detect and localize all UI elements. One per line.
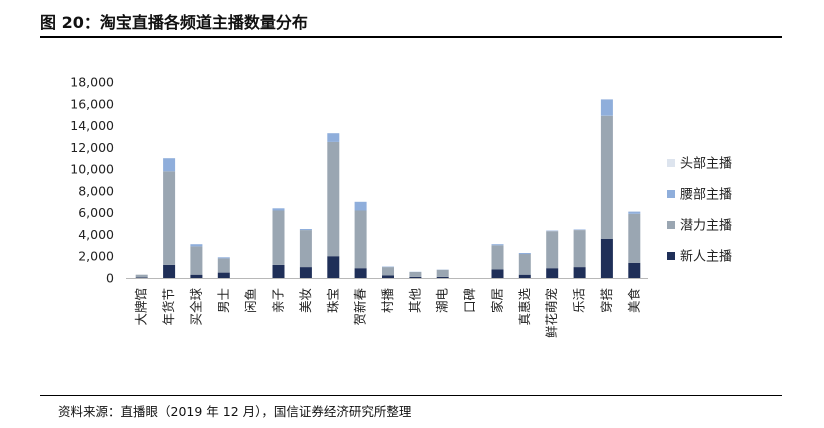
x-tick-label: 鲜花萌宠 <box>544 288 559 338</box>
bar-segment <box>163 158 176 172</box>
bar-segment <box>217 272 230 278</box>
y-tick-label: 4,000 <box>78 227 114 242</box>
x-tick-label: 其他 <box>407 288 422 314</box>
x-tick-label: 美食 <box>626 288 641 314</box>
bar-segment <box>518 274 531 278</box>
y-tick-label: 14,000 <box>70 118 114 133</box>
bar-segment <box>163 264 176 278</box>
legend-label: 新人主播 <box>680 249 732 265</box>
bar-segment <box>272 210 285 265</box>
bar-segment <box>327 141 340 257</box>
x-tick-label: 买全球 <box>188 288 203 326</box>
bar-segment <box>217 257 230 259</box>
x-tick-label: 穿搭 <box>599 288 614 314</box>
legend-swatch <box>667 252 675 260</box>
legend-swatch <box>667 190 675 198</box>
legend-label: 潜力主播 <box>680 219 732 234</box>
bar-segment <box>600 115 613 239</box>
legend-swatch <box>667 159 675 167</box>
bar-segment <box>436 269 449 277</box>
bar-segment <box>327 256 340 278</box>
x-tick-label: 潮电 <box>435 288 450 314</box>
bar-segment <box>299 230 312 268</box>
bar-segment <box>163 171 176 265</box>
bar-segment <box>409 272 422 277</box>
x-tick-label: 男士 <box>216 288 231 313</box>
bar-segment <box>327 133 340 142</box>
bar-segment <box>217 258 230 273</box>
x-tick-label: 口碑 <box>462 288 477 313</box>
bar-segment <box>573 229 586 230</box>
bar-segment <box>409 276 422 278</box>
y-tick-label: 12,000 <box>70 140 114 155</box>
bar-segment <box>628 211 641 214</box>
bar-segment <box>546 268 559 278</box>
legend-swatch <box>667 221 675 229</box>
bar-segment <box>573 267 586 278</box>
figure-source: 资料来源：直播眼（2019 年 12 月），国信证券经济研究所整理 <box>58 404 412 419</box>
x-tick-label: 年货节 <box>161 288 176 326</box>
bar-segment <box>628 262 641 278</box>
bar-segment <box>382 266 394 268</box>
x-tick-label: 贺新春 <box>353 288 368 326</box>
bar-segment <box>518 254 531 275</box>
x-tick-label: 珠宝 <box>325 288 340 313</box>
bar-segment <box>299 229 312 231</box>
x-tick-label: 美妆 <box>298 288 313 313</box>
x-tick-label: 家居 <box>489 288 504 313</box>
x-tick-label: 村播 <box>380 288 395 314</box>
y-tick-label: 18,000 <box>70 75 114 90</box>
y-tick-label: 10,000 <box>70 162 114 177</box>
legend-label: 头部主播 <box>680 157 732 172</box>
bar-segment <box>299 267 312 278</box>
x-tick-label: 大牌馆 <box>134 288 149 326</box>
bar-segment <box>518 253 531 255</box>
bar-segment <box>272 264 285 278</box>
bar-segment <box>600 99 613 116</box>
x-tick-label: 亲子 <box>271 288 286 313</box>
bar-segment <box>600 238 613 278</box>
source-rule <box>40 395 782 396</box>
bar-segment <box>190 274 203 278</box>
bar-segment <box>135 274 148 278</box>
y-tick-label: 8,000 <box>78 183 114 198</box>
y-tick-label: 6,000 <box>78 205 114 220</box>
bar-segment <box>573 230 586 268</box>
bar-segment <box>491 245 504 270</box>
bar-segment <box>491 269 504 278</box>
y-tick-label: 2,000 <box>78 249 114 264</box>
x-tick-label: 闲鱼 <box>243 288 258 313</box>
bar-segment <box>628 213 641 263</box>
y-tick-label: 16,000 <box>70 96 114 111</box>
x-tick-label: 乐活 <box>572 288 587 313</box>
x-tick-label: 真惠选 <box>517 288 532 326</box>
legend-label: 腰部主播 <box>680 188 732 203</box>
bar-segment <box>436 276 449 278</box>
bar-segment <box>354 201 367 211</box>
bar-segment <box>354 210 367 269</box>
title-rule <box>40 36 782 38</box>
bar-segment <box>190 246 203 275</box>
bar-segment <box>135 277 148 278</box>
bar-segment <box>190 244 203 247</box>
bar-segment <box>272 208 285 211</box>
bar-segment <box>546 230 559 232</box>
bar-segment <box>382 275 394 278</box>
bar-segment <box>491 244 504 246</box>
bar-segment <box>354 268 367 278</box>
figure-title: 图 20：淘宝直播各频道主播数量分布 <box>40 13 308 32</box>
y-tick-label: 0 <box>106 271 114 286</box>
bar-segment <box>382 267 394 276</box>
bar-segment <box>546 231 559 269</box>
